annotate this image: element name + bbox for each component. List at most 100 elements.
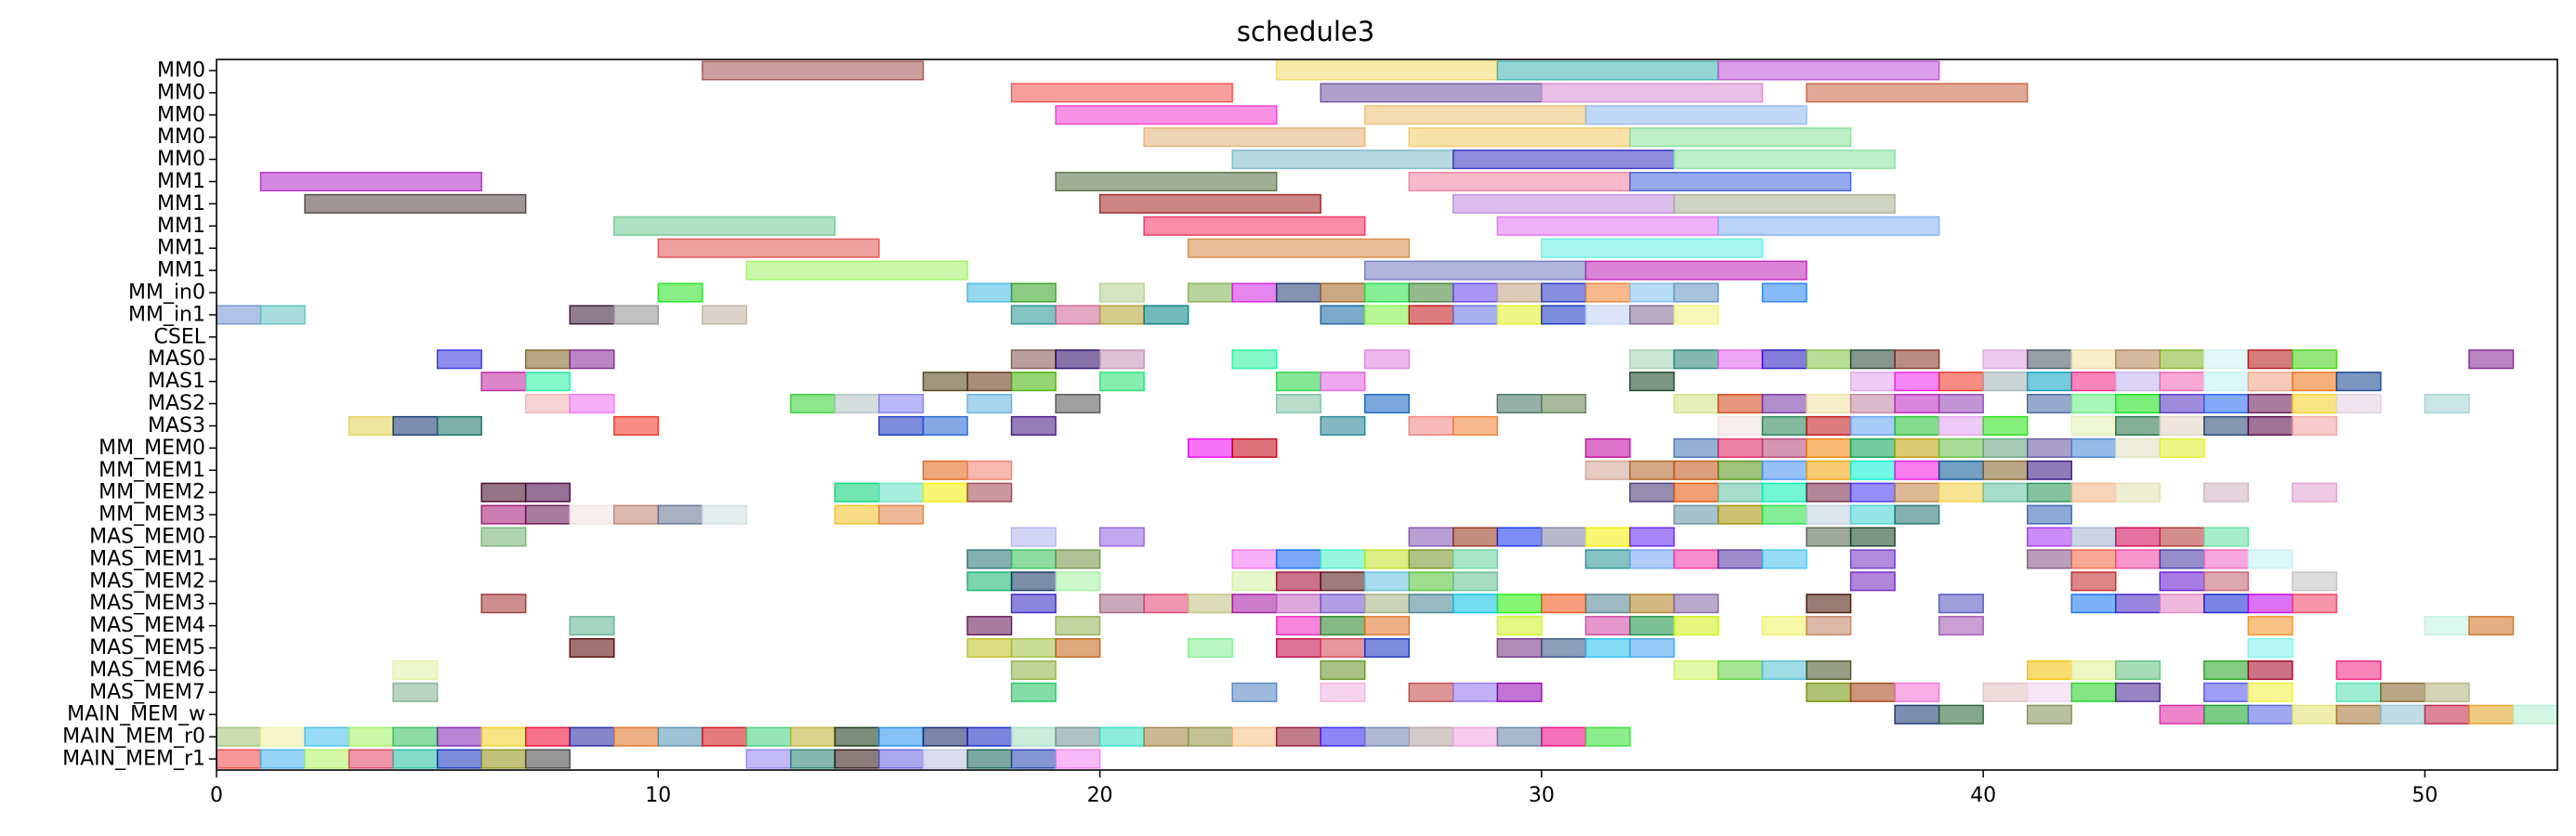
task-bar-mm-mem2-201 [1717,482,1764,503]
task-bar-mm-mem1-186 [1761,460,1807,480]
task-bar-mas2-128 [1761,393,1807,414]
task-bar-mm-mem1-189 [1894,460,1940,480]
x-tick-label: 0 [210,784,223,807]
task-bar-mm-mem1-183 [1629,460,1676,480]
task-bar-mas-mem0-238 [1849,527,1896,547]
task-bars [216,60,2558,769]
task-bar-mm1-18 [1055,171,1278,192]
task-bar-mm-in0-39 [1187,282,1233,303]
task-bar-mas-mem3-291 [1541,594,1587,614]
task-bar-mm-mem2-208 [2026,482,2072,503]
task-bar-mas-mem3-302 [2292,594,2338,614]
task-bar-mas1-109 [2114,372,2161,392]
task-bar-mas-mem5-319 [569,637,615,659]
task-bar-mas3-150 [1408,415,1454,437]
y-tick-label: MM_in0 [128,281,205,305]
task-bar-mas1-106 [1982,372,2029,392]
task-bar-mas2-115 [524,393,571,414]
task-bar-mm-in1-62 [1363,305,1411,325]
task-bar-mm-mem2-196 [878,482,925,503]
task-bar-mas2-141 [2424,393,2470,414]
task-bar-mm-mem2-194 [524,482,571,503]
task-bar-mas-mem0-243 [2203,527,2250,547]
task-bar-mas3-146 [878,415,925,437]
task-bar-mas-mem4-311 [1629,616,1676,636]
task-bar-mm0-11 [1143,127,1366,148]
task-bar-main-mem-w-370 [2292,704,2338,725]
task-bar-mm-mem0-177 [2070,438,2117,458]
task-bar-main-mem-r1-420 [922,749,968,769]
task-bar-mas-mem0-235 [1584,527,1631,547]
task-bar-main-mem-r0-376 [216,726,262,747]
task-bar-main-mem-r1-412 [392,749,439,769]
task-bar-mas1-112 [2247,372,2293,392]
task-bar-mm1-24 [1673,193,1896,214]
task-bar-mas-mem7-349 [1408,682,1454,702]
task-bar-main-mem-r0-405 [1496,726,1543,747]
task-bar-mm-in0-50 [1673,282,1719,303]
task-bar-mas-mem5-330 [1629,637,1676,659]
task-bar-main-mem-r0-381 [436,726,482,747]
task-bar-mas3-147 [922,415,968,437]
task-bar-mas1-97 [966,372,1013,392]
task-bar-mas3-153 [1761,415,1807,437]
task-bar-mm-in0-51 [1761,282,1807,303]
task-bar-mas-mem2-268 [1231,571,1278,592]
task-bar-mas0-93 [2468,349,2515,370]
y-tick-label: MAIN_MEM_r1 [62,748,205,771]
task-bar-main-mem-r0-386 [657,726,703,747]
task-bar-mas-mem4-316 [2247,616,2293,636]
task-bar-main-mem-r0-378 [304,726,350,747]
task-bar-mm-mem3-223 [1761,504,1807,525]
task-bar-mm-mem3-214 [524,504,571,525]
task-bar-mm-mem2-212 [2292,482,2338,503]
y-tick-label: MAS3 [148,414,205,438]
task-bar-mm-in1-67 [1584,305,1631,325]
task-bar-main-mem-r0-392 [922,726,968,747]
task-bar-mas0-88 [2114,349,2161,370]
task-bar-mm1-25 [613,216,836,236]
task-bar-mas-mem4-315 [1938,616,1984,636]
task-bar-mas-mem4-303 [569,616,615,636]
task-bar-mm-mem2-198 [966,482,1013,503]
task-bar-mm-in1-61 [1320,305,1366,325]
task-bar-mas-mem0-228 [480,527,527,547]
task-bar-mas0-87 [2070,349,2117,370]
task-bar-mas-mem7-346 [1010,682,1057,702]
task-bar-main-mem-r0-379 [348,726,394,747]
task-bar-mm-mem2-209 [2070,482,2117,503]
task-bar-mm-mem2-207 [1982,482,2029,503]
task-bar-mas-mem7-355 [1982,682,2029,702]
task-bar-mm-mem1-190 [1938,460,1984,480]
task-bar-mas-mem6-338 [1806,660,1852,680]
y-tick-label: MM_MEM3 [99,503,205,527]
task-bar-mas0-70 [436,349,482,370]
task-bar-mas-mem5-329 [1584,637,1631,659]
task-bar-mm0-15 [1452,150,1676,170]
task-bar-main-mem-r0-395 [1055,726,1101,747]
task-bar-mas-mem0-234 [1541,527,1587,547]
task-bar-mas3-142 [348,415,394,437]
y-axis: MM0MM0MM0MM0MM0MM1MM1MM1MM1MM1MM_in0MM_i… [62,59,217,771]
task-bar-mas3-158 [1982,415,2029,437]
task-bar-mm-mem1-188 [1849,460,1896,480]
task-bar-mm-mem0-170 [1761,438,1807,458]
task-bar-mm-in0-49 [1629,282,1676,303]
task-bar-mm-mem3-213 [480,504,527,525]
task-bar-mm1-20 [1629,171,1852,192]
task-bar-mas3-155 [1849,415,1896,437]
task-bar-mas3-154 [1806,415,1852,437]
task-bar-mm-in1-66 [1541,305,1587,325]
task-bar-main-mem-r1-411 [348,749,394,769]
task-bar-mas-mem6-333 [1010,660,1057,680]
task-bar-mm0-8 [1055,105,1278,125]
task-bar-mm-mem0-176 [2026,438,2072,458]
task-bar-main-mem-r0-401 [1320,726,1366,747]
task-bar-mas-mem3-299 [2159,594,2205,614]
task-bar-main-mem-w-367 [2159,704,2205,725]
task-bar-mas-mem7-352 [1806,682,1852,702]
y-tick-label: MM1 [157,215,205,238]
task-bar-mas-mem4-310 [1584,616,1631,636]
task-bar-mas-mem5-323 [1187,637,1233,659]
task-bar-mm0-3 [1717,60,1940,81]
